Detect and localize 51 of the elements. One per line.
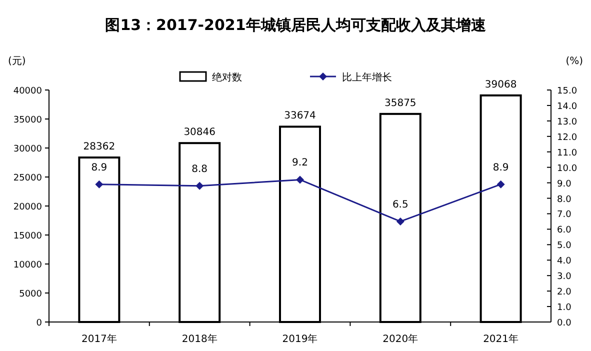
y2-tick-label: 10.0 — [557, 164, 578, 174]
data-label: 30846 — [184, 127, 216, 138]
y-tick-label: 25000 — [13, 174, 42, 184]
x-tick-label: 2018年 — [182, 333, 218, 345]
x-tick-label: 2021年 — [483, 333, 519, 345]
data-label: 8.9 — [91, 162, 108, 174]
y2-tick-label: 11.0 — [557, 148, 578, 158]
y2-tick-label: 7.0 — [557, 210, 572, 220]
y2-tick-label: 14.0 — [557, 102, 578, 112]
y2-tick-label: 2.0 — [557, 288, 572, 298]
chart-title: 图13：2017-2021年城镇居民人均可支配收入及其增速 — [105, 16, 487, 34]
data-label: 8.9 — [492, 162, 509, 174]
data-label: 39068 — [484, 79, 517, 90]
y2-axis-title: (%) — [566, 56, 584, 67]
data-label: 28362 — [83, 142, 116, 152]
比上年增长: 8.9 8.8 9.2 6.5 8.9 — [91, 158, 509, 226]
point — [496, 180, 505, 188]
y-tick-label: 20000 — [13, 202, 42, 212]
point — [296, 176, 304, 184]
y-tick-label: 5000 — [19, 290, 42, 300]
y-tick-label: 10000 — [13, 260, 42, 270]
y2-tick-label: 8.0 — [557, 194, 572, 205]
y2-tick-label: 6.0 — [557, 226, 572, 236]
x-tick-label: 2017年 — [81, 333, 117, 345]
y2-tick-label: 3.0 — [557, 272, 572, 282]
data-label: 33674 — [284, 110, 316, 122]
y-tick-label: 15000 — [13, 232, 42, 242]
y2-tick-label: 5.0 — [557, 241, 572, 252]
y2-tick-label: 15.0 — [557, 86, 578, 96]
y-axis-title: (元) — [8, 56, 26, 67]
legend-label: 比上年增长 — [342, 72, 392, 84]
y-tick-label: 35000 — [13, 116, 42, 126]
data-label: 9.2 — [292, 158, 308, 169]
y-tick-label: 0 — [36, 318, 42, 328]
point — [196, 182, 204, 190]
point — [95, 180, 104, 188]
data-label: 8.8 — [192, 164, 208, 175]
y2-tick-label: 13.0 — [557, 117, 578, 128]
y2-tick-label: 0.0 — [557, 318, 572, 328]
y2-tick-label: 1.0 — [557, 303, 572, 314]
data-label: 6.5 — [392, 199, 408, 210]
legend-label: 绝对数 — [212, 72, 242, 84]
point — [396, 217, 404, 226]
y2-tick-label: 9.0 — [557, 179, 572, 190]
x-tick-label: 2020年 — [382, 333, 418, 345]
y2-tick-label: 4.0 — [557, 256, 572, 267]
data-label: 35875 — [384, 98, 416, 109]
y-tick-label: 40000 — [13, 86, 42, 96]
x-tick-label: 2019年 — [282, 333, 318, 345]
y-tick-label: 30000 — [13, 144, 42, 154]
y2-tick-label: 12.0 — [557, 132, 578, 143]
